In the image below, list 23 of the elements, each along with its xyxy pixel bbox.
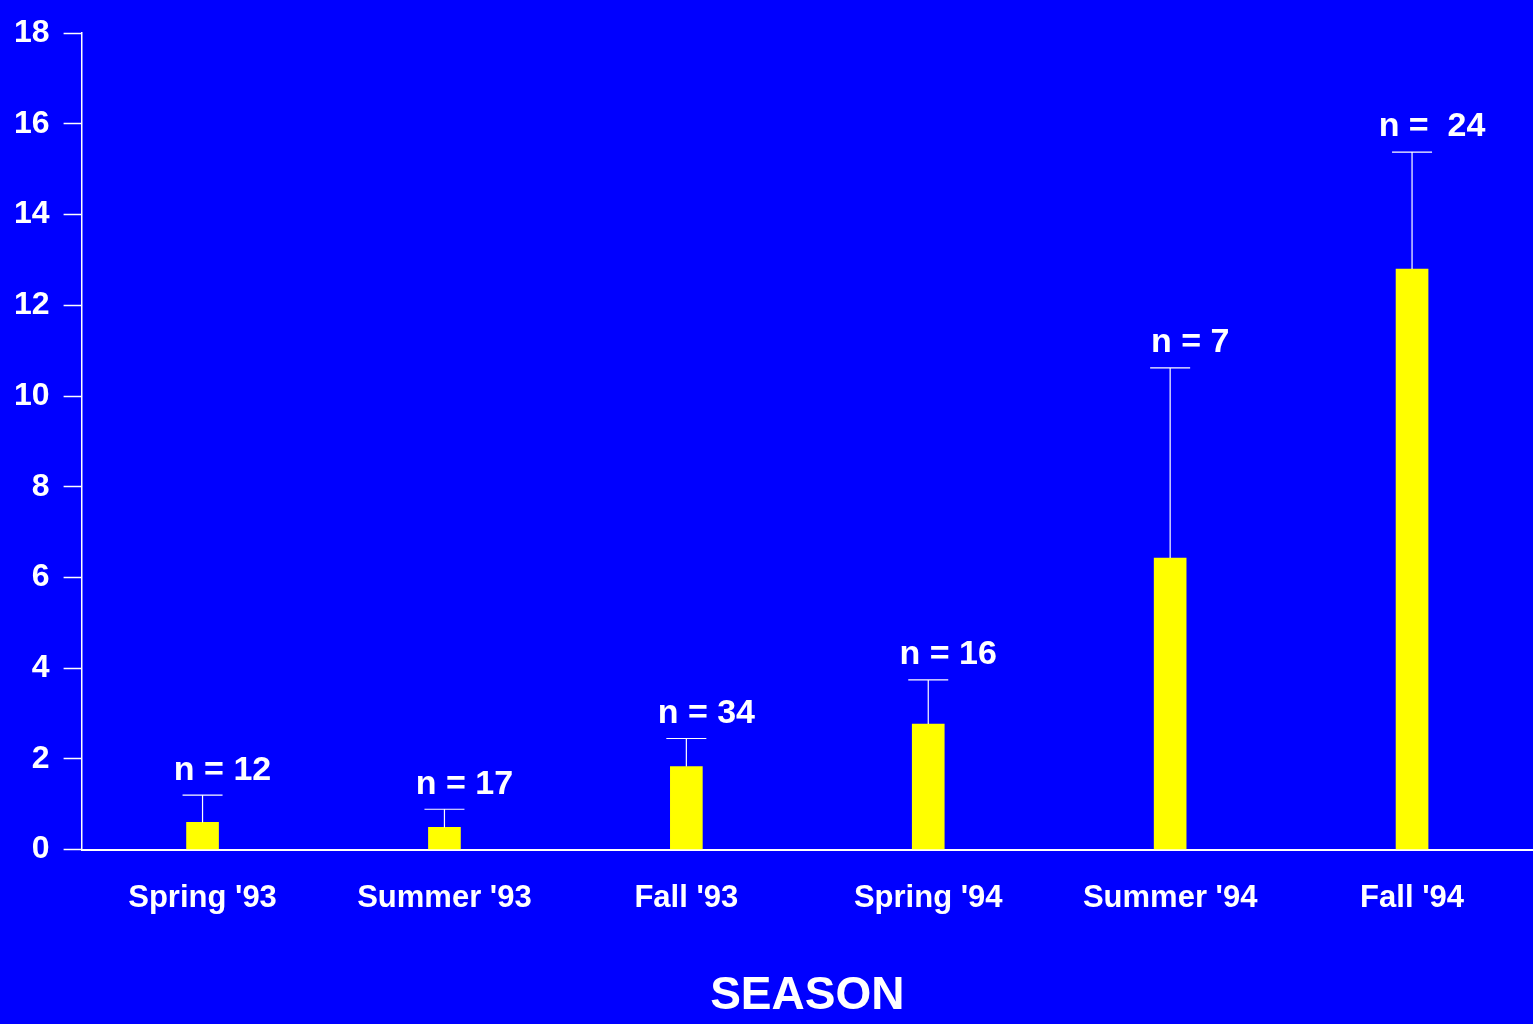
annotation: n = 12 [173,748,272,787]
y-tick-label: 10 [14,375,50,412]
annotation: n = 16 [899,633,997,672]
x-tick-label: Summer '94 [1082,878,1259,914]
x-tick-label: Spring '94 [853,878,1004,914]
y-tick-label: 4 [31,648,50,685]
x-tick-label: Spring '93 [128,878,277,914]
annotation: n = 34 [657,691,756,730]
annotation: n = 17 [415,762,514,801]
x-axis-title: SEASON [710,967,905,1020]
x-tick-label: Fall '93 [634,878,739,914]
y-tick-label: 6 [31,557,50,594]
x-tick-label: Summer '93 [357,878,532,914]
y-tick-label: 8 [31,466,50,503]
y-tick-label: 0 [31,829,50,866]
annotation: n = 24 [1378,105,1486,144]
y-tick-label: 18 [14,13,50,50]
y-tick-label: 16 [14,103,50,140]
x-tick-label: Fall '94 [1360,878,1465,914]
y-tick-label: 2 [31,738,50,775]
y-tick-label: 12 [14,285,50,322]
y-tick-label: 14 [14,194,50,231]
annotation: n = 7 [1150,321,1230,360]
